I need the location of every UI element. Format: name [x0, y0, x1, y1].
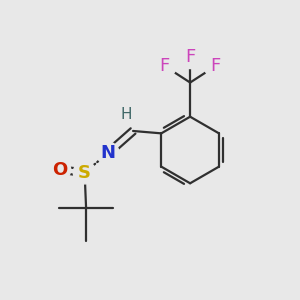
Circle shape — [97, 142, 119, 165]
Text: H: H — [121, 107, 132, 122]
Circle shape — [179, 46, 201, 69]
Text: S: S — [78, 164, 91, 181]
Text: F: F — [185, 48, 195, 66]
Circle shape — [154, 55, 176, 77]
Text: O: O — [52, 160, 67, 178]
Text: F: F — [210, 57, 220, 75]
Circle shape — [204, 55, 227, 77]
Circle shape — [73, 161, 96, 184]
Text: N: N — [100, 144, 115, 162]
Circle shape — [48, 158, 70, 181]
Text: F: F — [160, 57, 170, 75]
